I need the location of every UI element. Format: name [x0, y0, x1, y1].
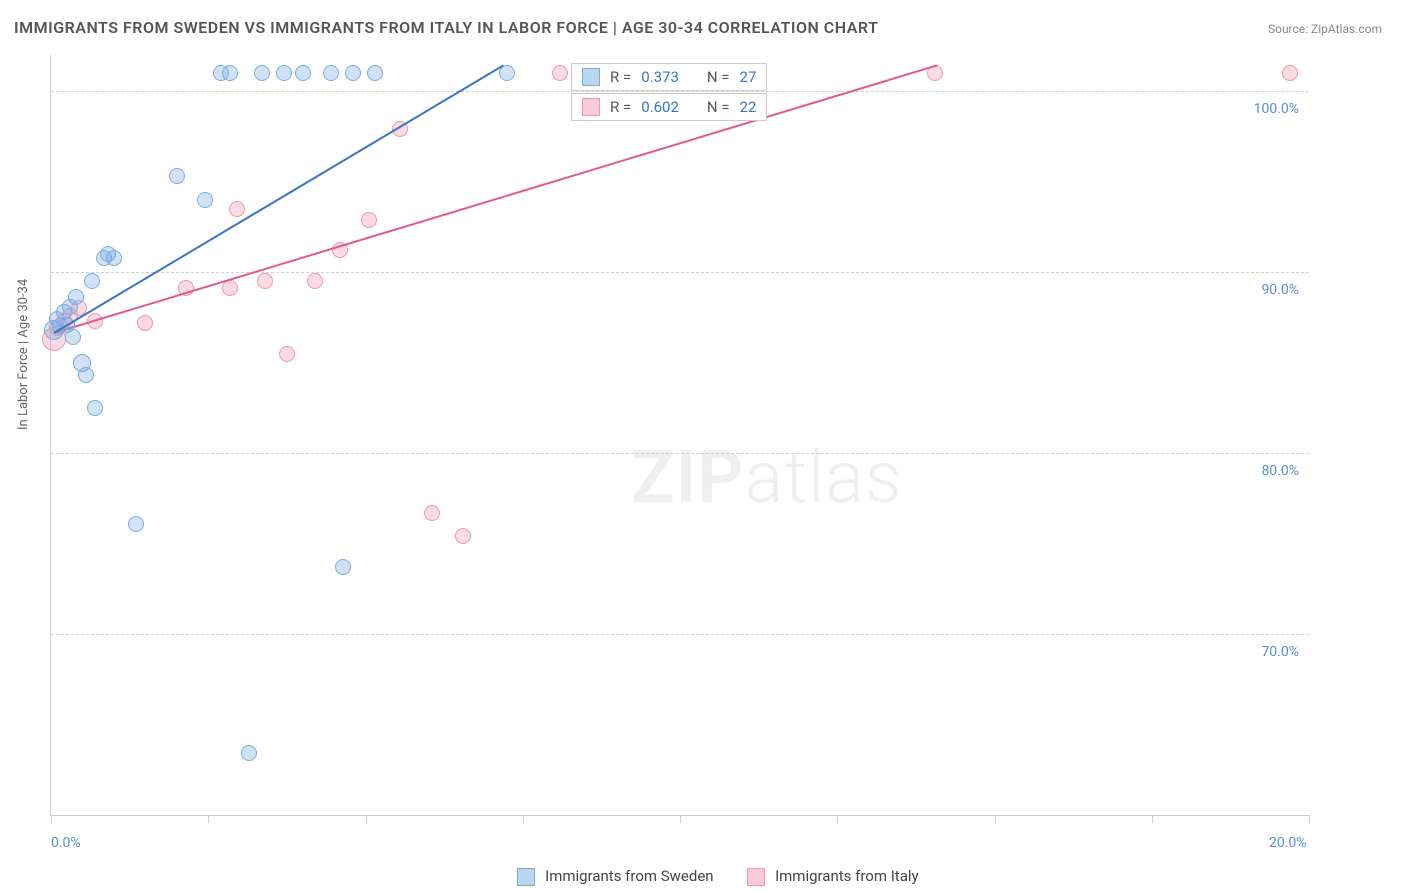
- x-tick: [995, 815, 996, 823]
- stats-r-label: R =: [610, 68, 631, 86]
- data-point-sweden: [78, 367, 94, 383]
- legend-swatch-italy: [747, 868, 765, 886]
- x-tick: [680, 815, 681, 823]
- data-point-italy: [307, 273, 323, 289]
- stats-box-italy: R = 0.602 N = 22: [571, 93, 767, 121]
- y-tick-label: 90.0%: [1261, 282, 1299, 298]
- data-point-italy: [137, 315, 153, 331]
- stats-n-label: N =: [707, 68, 730, 86]
- plot-area: ZIPatlas 70.0%80.0%90.0%100.0%0.0%20.0%R…: [50, 55, 1309, 816]
- stats-r-label: R =: [610, 98, 631, 116]
- x-tick-label: 20.0%: [1269, 835, 1307, 851]
- data-point-sweden: [345, 65, 361, 81]
- data-point-sweden: [169, 168, 185, 184]
- legend: Immigrants from Sweden Immigrants from I…: [0, 867, 1406, 886]
- chart-title: IMMIGRANTS FROM SWEDEN VS IMMIGRANTS FRO…: [14, 18, 878, 37]
- x-tick: [208, 815, 209, 823]
- x-tick: [51, 815, 52, 823]
- data-point-italy: [424, 505, 440, 521]
- data-point-italy: [257, 273, 273, 289]
- stats-n-value: 22: [740, 98, 757, 116]
- stats-box-sweden: R = 0.373 N = 27: [571, 63, 767, 91]
- y-tick-label: 70.0%: [1261, 644, 1299, 660]
- stats-r-value: 0.602: [641, 98, 679, 116]
- data-point-italy: [279, 346, 295, 362]
- data-point-sweden: [254, 65, 270, 81]
- source-attribution: Source: ZipAtlas.com: [1268, 22, 1382, 36]
- x-tick-label: 0.0%: [51, 835, 81, 851]
- stats-r-value: 0.373: [641, 68, 679, 86]
- legend-swatch-sweden: [517, 868, 535, 886]
- data-point-italy: [361, 212, 377, 228]
- x-tick: [1309, 815, 1310, 823]
- data-point-sweden: [367, 65, 383, 81]
- data-point-sweden: [106, 250, 122, 266]
- watermark: ZIPatlas: [631, 435, 903, 520]
- trend-line-sweden: [54, 64, 505, 334]
- source-name: ZipAtlas.com: [1311, 22, 1382, 36]
- x-tick: [366, 815, 367, 823]
- y-axis-label: In Labor Force | Age 30-34: [16, 279, 31, 430]
- data-point-sweden: [323, 65, 339, 81]
- gridline-h: [51, 272, 1309, 273]
- data-point-sweden: [276, 65, 292, 81]
- data-point-sweden: [295, 65, 311, 81]
- data-point-italy: [229, 201, 245, 217]
- data-point-italy: [552, 65, 568, 81]
- x-tick: [1152, 815, 1153, 823]
- data-point-sweden: [84, 273, 100, 289]
- x-tick: [837, 815, 838, 823]
- data-point-sweden: [68, 289, 84, 305]
- gridline-h: [51, 453, 1309, 454]
- watermark-light: atlas: [744, 435, 902, 520]
- trend-line-italy: [54, 64, 938, 334]
- stats-n-label: N =: [707, 98, 730, 116]
- data-point-sweden: [87, 400, 103, 416]
- data-point-italy: [222, 280, 238, 296]
- watermark-bold: ZIP: [631, 435, 744, 520]
- data-point-sweden: [65, 329, 81, 345]
- data-point-sweden: [241, 745, 257, 761]
- data-point-sweden: [222, 65, 238, 81]
- stats-n-value: 27: [740, 68, 757, 86]
- data-point-sweden: [197, 192, 213, 208]
- legend-label-italy: Immigrants from Italy: [775, 867, 919, 885]
- data-point-sweden: [335, 559, 351, 575]
- y-tick-label: 80.0%: [1261, 463, 1299, 479]
- data-point-italy: [1282, 65, 1298, 81]
- gridline-h: [51, 634, 1309, 635]
- data-point-sweden: [128, 516, 144, 532]
- data-point-italy: [455, 528, 471, 544]
- stats-swatch-sweden: [582, 68, 600, 86]
- legend-label-sweden: Immigrants from Sweden: [545, 867, 713, 885]
- y-tick-label: 100.0%: [1254, 101, 1299, 117]
- x-tick: [523, 815, 524, 823]
- stats-swatch-italy: [582, 98, 600, 116]
- source-label: Source:: [1268, 22, 1311, 36]
